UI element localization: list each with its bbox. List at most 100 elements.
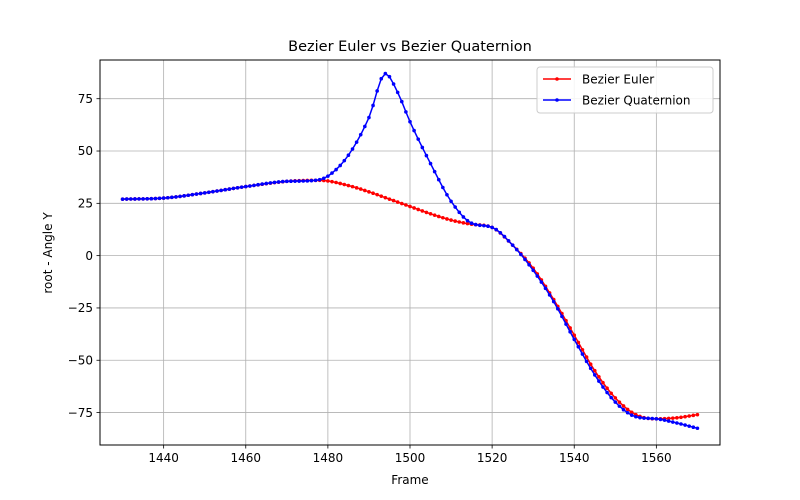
- data-point-bezier-euler: [346, 183, 351, 188]
- x-axis-title: Frame: [391, 473, 428, 487]
- data-point-bezier-quaternion: [367, 115, 371, 120]
- data-point-bezier-euler: [412, 206, 416, 210]
- data-point-bezier-quaternion: [592, 373, 597, 377]
- data-point-bezier-euler: [445, 217, 449, 221]
- data-point-bezier-quaternion: [358, 132, 363, 137]
- data-point-bezier-quaternion: [445, 192, 449, 197]
- data-point-bezier-quaternion: [133, 197, 137, 201]
- data-point-bezier-quaternion: [363, 124, 367, 129]
- data-point-bezier-quaternion: [453, 205, 457, 209]
- data-point-bezier-euler: [691, 413, 696, 418]
- data-point-bezier-euler: [330, 179, 334, 184]
- data-point-bezier-quaternion: [560, 314, 564, 319]
- x-tick-label: 1540: [559, 451, 590, 465]
- data-point-bezier-quaternion: [321, 176, 326, 181]
- data-point-bezier-euler: [432, 213, 437, 217]
- data-point-bezier-euler: [670, 416, 675, 420]
- data-point-bezier-euler: [588, 362, 593, 366]
- data-point-bezier-quaternion: [457, 210, 462, 215]
- data-point-bezier-quaternion: [613, 400, 618, 404]
- data-point-bezier-quaternion: [670, 420, 675, 424]
- data-point-bezier-euler: [605, 386, 609, 391]
- data-point-bezier-quaternion: [564, 322, 568, 326]
- data-point-bezier-euler: [408, 204, 412, 209]
- data-point-bezier-quaternion: [695, 426, 700, 431]
- data-point-bezier-quaternion: [580, 352, 585, 356]
- x-tick-label: 1480: [313, 451, 344, 465]
- data-point-bezier-euler: [424, 210, 429, 215]
- data-point-bezier-euler: [629, 410, 634, 415]
- data-point-bezier-quaternion: [683, 423, 687, 427]
- data-point-bezier-quaternion: [584, 359, 589, 364]
- data-point-bezier-euler: [683, 414, 687, 419]
- data-point-bezier-quaternion: [597, 379, 601, 383]
- data-point-bezier-euler: [621, 404, 626, 408]
- data-point-bezier-quaternion: [679, 422, 683, 426]
- data-point-bezier-quaternion: [317, 177, 322, 182]
- data-point-bezier-quaternion: [535, 274, 540, 278]
- data-point-bezier-quaternion: [354, 140, 359, 144]
- data-point-bezier-quaternion: [646, 416, 650, 421]
- legend-marker-bezier-quaternion: [555, 98, 559, 102]
- data-point-bezier-euler: [572, 333, 577, 337]
- data-point-bezier-quaternion: [572, 337, 577, 342]
- data-point-bezier-quaternion: [260, 182, 264, 186]
- data-point-bezier-euler: [617, 400, 622, 404]
- y-tick-label: −50: [68, 353, 93, 367]
- data-point-bezier-quaternion: [194, 192, 199, 196]
- chart-title: Bezier Euler vs Bezier Quaternion: [288, 39, 532, 55]
- x-tick-label: 1500: [395, 451, 426, 465]
- data-point-bezier-quaternion: [465, 218, 470, 223]
- data-point-bezier-quaternion: [252, 183, 256, 188]
- x-tick-label: 1460: [230, 451, 261, 465]
- data-point-bezier-quaternion: [124, 197, 129, 201]
- data-point-bezier-euler: [428, 211, 433, 216]
- data-point-bezier-quaternion: [178, 194, 182, 199]
- data-point-bezier-euler: [436, 214, 441, 219]
- data-point-bezier-euler: [449, 218, 453, 222]
- data-point-bezier-quaternion: [170, 195, 174, 200]
- data-point-bezier-euler: [354, 186, 359, 190]
- data-point-bezier-quaternion: [346, 153, 351, 157]
- data-point-bezier-quaternion: [638, 415, 642, 420]
- data-point-bezier-quaternion: [621, 407, 626, 412]
- y-tick-label: 25: [78, 197, 93, 211]
- data-point-bezier-quaternion: [207, 190, 211, 195]
- data-point-bezier-euler: [358, 187, 363, 191]
- data-point-bezier-euler: [687, 414, 692, 418]
- data-point-bezier-quaternion: [280, 179, 285, 184]
- data-point-bezier-quaternion: [449, 199, 453, 204]
- data-point-bezier-euler: [609, 391, 613, 396]
- data-point-bezier-quaternion: [141, 197, 145, 201]
- y-tick-label: 75: [78, 92, 93, 106]
- data-point-bezier-quaternion: [371, 103, 375, 108]
- data-point-bezier-quaternion: [223, 187, 228, 192]
- data-point-bezier-quaternion: [568, 330, 572, 334]
- data-point-bezier-quaternion: [248, 184, 252, 188]
- data-point-bezier-quaternion: [128, 197, 133, 201]
- data-point-bezier-quaternion: [153, 196, 158, 201]
- data-point-bezier-quaternion: [198, 191, 203, 196]
- data-point-bezier-quaternion: [412, 128, 416, 133]
- data-point-bezier-quaternion: [469, 221, 474, 226]
- data-point-bezier-quaternion: [297, 179, 301, 183]
- data-point-bezier-quaternion: [301, 179, 306, 183]
- data-point-bezier-quaternion: [293, 179, 297, 183]
- data-point-bezier-quaternion: [547, 293, 552, 297]
- legend-label-bezier-euler: Bezier Euler: [582, 73, 654, 87]
- data-point-bezier-quaternion: [149, 196, 154, 201]
- data-point-bezier-euler: [395, 200, 400, 204]
- data-point-bezier-quaternion: [629, 413, 634, 417]
- data-point-bezier-euler: [404, 203, 408, 207]
- data-point-bezier-quaternion: [379, 76, 384, 81]
- data-point-bezier-quaternion: [691, 425, 696, 430]
- data-point-bezier-quaternion: [235, 185, 240, 190]
- data-point-bezier-quaternion: [486, 224, 490, 229]
- data-point-bezier-quaternion: [338, 163, 343, 168]
- data-point-bezier-quaternion: [539, 280, 544, 284]
- data-point-bezier-quaternion: [473, 222, 478, 227]
- data-point-bezier-quaternion: [658, 417, 663, 422]
- data-point-bezier-euler: [592, 368, 597, 373]
- data-point-bezier-quaternion: [387, 74, 392, 79]
